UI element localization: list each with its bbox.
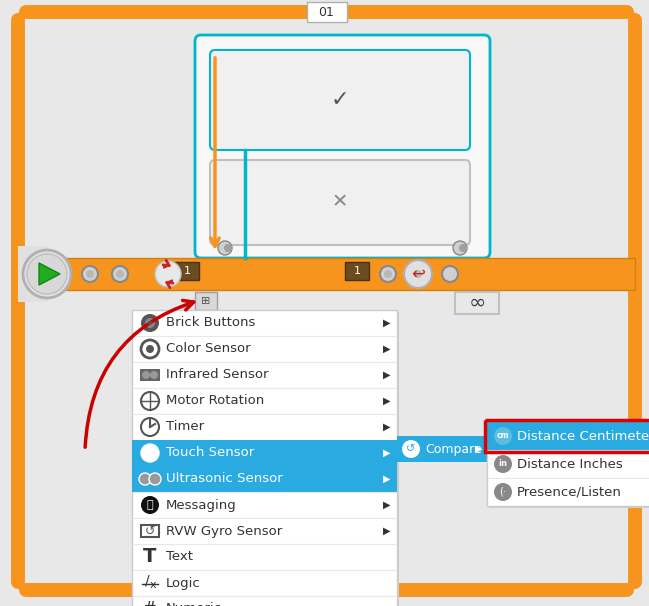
- Text: 01: 01: [319, 5, 334, 19]
- Text: 1: 1: [354, 266, 360, 276]
- Circle shape: [442, 266, 458, 282]
- Circle shape: [494, 483, 512, 501]
- Text: Compare: Compare: [425, 442, 482, 456]
- Text: ∞: ∞: [469, 293, 485, 313]
- Bar: [175, 262, 199, 280]
- Text: cm: cm: [496, 431, 509, 441]
- Circle shape: [414, 270, 422, 278]
- Text: 1: 1: [184, 266, 191, 276]
- Bar: [48, 258, 635, 290]
- Bar: [489, 424, 649, 508]
- Circle shape: [150, 371, 158, 379]
- Circle shape: [453, 241, 467, 255]
- FancyBboxPatch shape: [210, 160, 470, 245]
- Text: ▶: ▶: [384, 370, 391, 380]
- Circle shape: [146, 345, 154, 353]
- Circle shape: [148, 321, 152, 325]
- Circle shape: [402, 440, 420, 458]
- Circle shape: [149, 473, 161, 485]
- Bar: [345, 262, 369, 280]
- Text: Logic: Logic: [166, 576, 201, 590]
- FancyBboxPatch shape: [195, 35, 490, 258]
- Text: ▶: ▶: [384, 474, 391, 484]
- Text: ▶: ▶: [384, 318, 391, 328]
- Text: ✕: ✕: [332, 193, 348, 211]
- Text: ▶: ▶: [384, 526, 391, 536]
- Circle shape: [384, 270, 392, 278]
- Text: ▶: ▶: [384, 448, 391, 458]
- Text: /: /: [145, 573, 149, 587]
- Text: Distance Inches: Distance Inches: [517, 458, 623, 470]
- Text: ▶: ▶: [384, 396, 391, 406]
- Text: Touch Sensor: Touch Sensor: [166, 447, 254, 459]
- Text: Motor Rotation: Motor Rotation: [166, 395, 264, 407]
- Circle shape: [145, 318, 155, 328]
- Text: Messaging: Messaging: [166, 499, 237, 511]
- Bar: [306, 2, 347, 22]
- Circle shape: [224, 244, 232, 252]
- Text: Ultrasonic Sensor: Ultrasonic Sensor: [166, 473, 283, 485]
- Circle shape: [155, 261, 181, 287]
- Bar: [132, 440, 397, 466]
- Circle shape: [141, 496, 159, 514]
- Bar: [485, 420, 649, 452]
- Circle shape: [112, 266, 128, 282]
- Circle shape: [404, 260, 432, 288]
- Circle shape: [494, 427, 512, 445]
- Text: Infrared Sensor: Infrared Sensor: [166, 368, 269, 382]
- Bar: [487, 422, 649, 450]
- FancyBboxPatch shape: [210, 50, 470, 150]
- Circle shape: [410, 266, 426, 282]
- Text: ▶: ▶: [384, 500, 391, 510]
- Circle shape: [139, 473, 151, 485]
- Bar: [195, 292, 217, 310]
- Text: ↺: ↺: [406, 444, 416, 454]
- Circle shape: [27, 254, 67, 294]
- Circle shape: [380, 266, 396, 282]
- Text: in: in: [498, 459, 508, 468]
- Circle shape: [141, 444, 159, 462]
- Bar: [397, 436, 487, 462]
- Text: ▶: ▶: [384, 344, 391, 354]
- Bar: [132, 310, 397, 606]
- Circle shape: [142, 371, 150, 379]
- Text: Text: Text: [166, 550, 193, 564]
- Circle shape: [494, 455, 512, 473]
- Bar: [455, 292, 499, 314]
- Text: Timer: Timer: [166, 421, 204, 433]
- Text: Numeric: Numeric: [166, 602, 222, 606]
- Circle shape: [459, 244, 467, 252]
- Text: ▶: ▶: [475, 444, 483, 454]
- Text: RVW Gyro Sensor: RVW Gyro Sensor: [166, 525, 282, 538]
- Text: ↩: ↩: [411, 265, 425, 283]
- Text: ↺: ↺: [145, 525, 155, 538]
- Text: T: T: [143, 547, 156, 567]
- Text: Brick Buttons: Brick Buttons: [166, 316, 255, 330]
- Text: ᛒ: ᛒ: [147, 500, 153, 510]
- Text: ⊞: ⊞: [201, 296, 211, 306]
- Bar: [487, 422, 649, 506]
- Text: x: x: [150, 580, 156, 590]
- Circle shape: [86, 270, 94, 278]
- Circle shape: [218, 241, 232, 255]
- Circle shape: [23, 250, 71, 298]
- Circle shape: [141, 314, 159, 332]
- Text: ✓: ✓: [331, 90, 349, 110]
- Text: Presence/Listen: Presence/Listen: [517, 485, 622, 499]
- Text: (·: (·: [500, 487, 506, 497]
- Text: Distance Centimeters: Distance Centimeters: [517, 430, 649, 442]
- Text: #: #: [143, 600, 157, 606]
- Circle shape: [116, 270, 124, 278]
- Text: ▶: ▶: [384, 422, 391, 432]
- Text: Color Sensor: Color Sensor: [166, 342, 251, 356]
- Bar: [18, 246, 48, 302]
- Bar: [141, 525, 159, 537]
- Polygon shape: [39, 263, 60, 285]
- Bar: [140, 369, 160, 381]
- Bar: [132, 466, 397, 492]
- Bar: [134, 312, 399, 606]
- Circle shape: [82, 266, 98, 282]
